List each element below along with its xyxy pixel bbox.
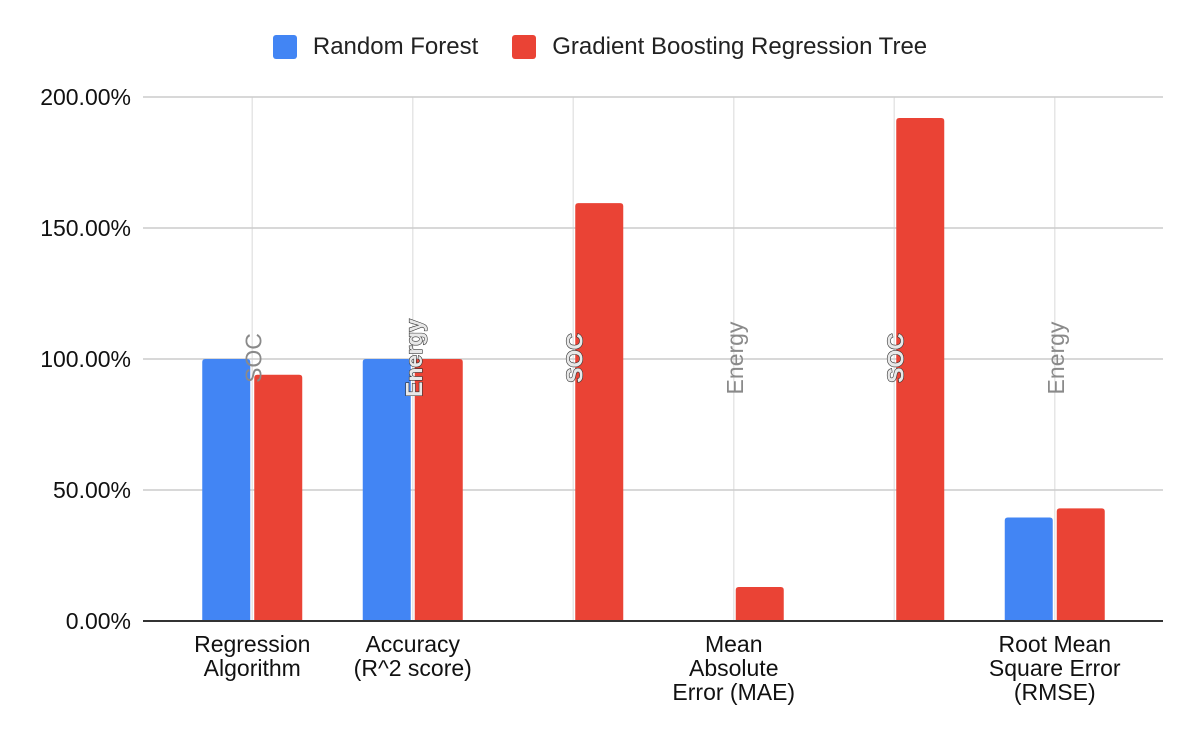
series-marker-label: SOC <box>240 333 266 383</box>
x-category-label-line: Accuracy <box>365 631 460 657</box>
series-marker-label: Energy <box>1043 321 1069 394</box>
x-category-label-line: Algorithm <box>204 655 301 681</box>
x-category-label-line: Absolute <box>689 655 779 681</box>
x-category-label: Root Mean Square Error (RMSE) <box>989 631 1121 705</box>
x-category-label: Mean Absolute Error (MAE) <box>672 631 795 705</box>
x-category-label: Regression Algorithm <box>194 631 310 681</box>
series-marker-label: SOC <box>561 333 587 383</box>
bar-gbrt <box>735 586 784 621</box>
y-tick-label: 0.00% <box>66 608 131 634</box>
legend-label-random-forest: Random Forest <box>312 33 479 60</box>
series-marker-label: SOC <box>882 333 908 383</box>
x-category-label-line: Regression <box>194 631 310 657</box>
legend-swatch-gbrt <box>512 35 537 59</box>
bar-gbrt <box>254 374 303 621</box>
chart-legend: Random Forest Gradient Boosting Regressi… <box>0 33 1200 61</box>
series-marker-label: Energy <box>722 321 748 394</box>
bar-random_forest <box>202 359 251 621</box>
legend-swatch-random-forest <box>272 35 297 59</box>
y-tick-label: 100.00% <box>40 346 131 372</box>
bar-gbrt <box>575 203 624 622</box>
x-category-label-line: (R^2 score) <box>354 655 472 681</box>
legend-item-gbrt[interactable]: Gradient Boosting Regression Tree <box>512 33 927 61</box>
x-category-label-line: Mean <box>705 631 763 657</box>
x-category-label-line: Square Error <box>989 655 1121 681</box>
bar-gbrt <box>414 359 463 621</box>
x-category-label-line: Error (MAE) <box>672 679 795 705</box>
x-category-label-line: Root Mean <box>998 631 1111 657</box>
x-category-label-line: (RMSE) <box>1014 679 1096 705</box>
bar-gbrt <box>896 117 945 622</box>
bar-random_forest <box>1004 517 1053 621</box>
y-tick-label: 200.00% <box>40 84 131 110</box>
series-marker-label: Energy <box>401 319 427 397</box>
x-category-label: Accuracy (R^2 score) <box>354 631 472 681</box>
legend-item-random-forest[interactable]: Random Forest <box>272 33 479 61</box>
legend-label-gbrt: Gradient Boosting Regression Tree <box>552 33 928 60</box>
bar-gbrt <box>1056 508 1105 621</box>
y-tick-label: 50.00% <box>53 477 131 503</box>
bar-random_forest <box>362 359 411 621</box>
y-tick-label: 150.00% <box>40 215 131 241</box>
